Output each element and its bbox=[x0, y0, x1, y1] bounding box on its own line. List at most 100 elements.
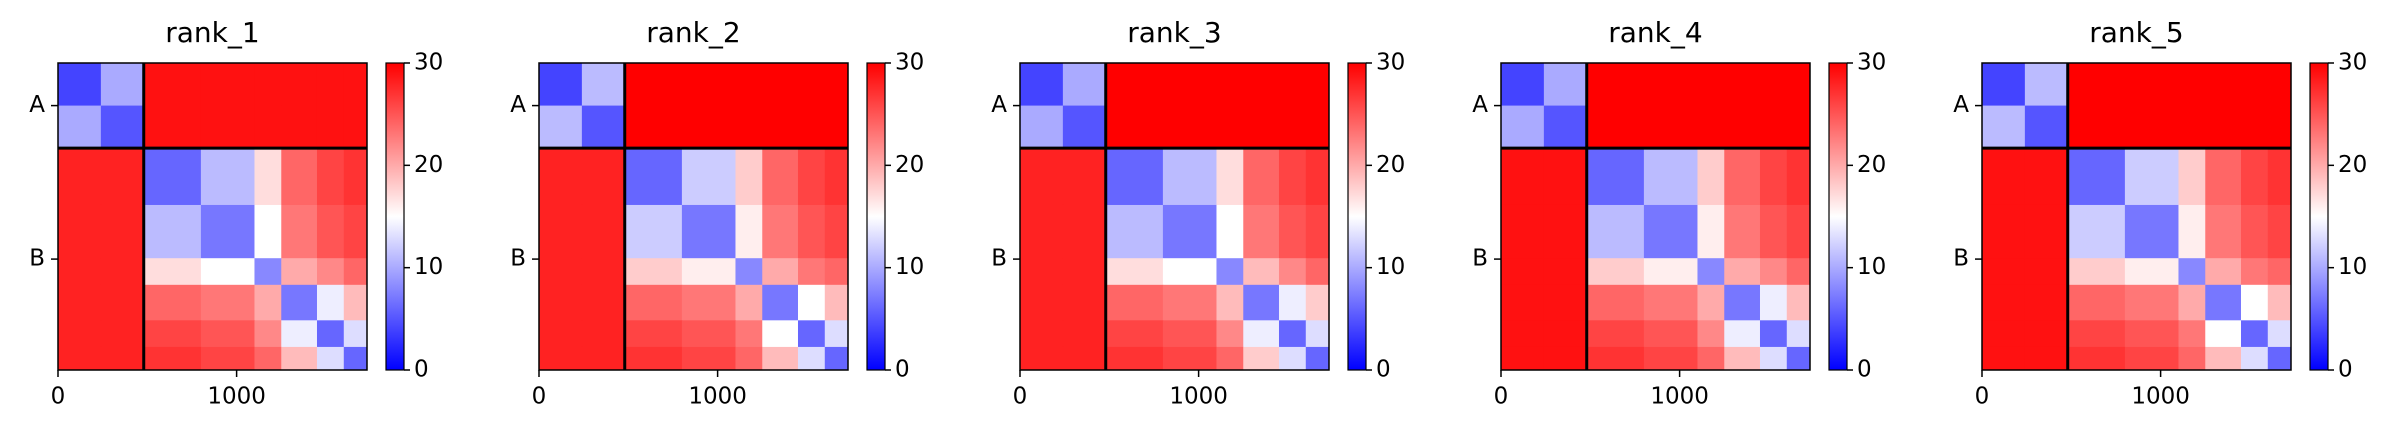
heatmap-cell bbox=[539, 63, 583, 107]
heatmap-cell bbox=[1162, 63, 1217, 107]
heatmap-cell bbox=[1062, 63, 1107, 107]
heatmap-cell bbox=[2178, 148, 2206, 206]
colorbar-tick-label: 20 bbox=[1376, 152, 1405, 178]
heatmap-cell bbox=[1020, 346, 1064, 371]
colorbar-tick-label: 20 bbox=[895, 152, 924, 178]
heatmap-cell bbox=[281, 204, 318, 259]
heatmap-cell bbox=[681, 204, 736, 259]
heatmap-cell bbox=[1105, 346, 1164, 371]
heatmap-cell bbox=[735, 105, 763, 149]
colorbar-tick-label: 0 bbox=[414, 357, 429, 383]
heatmap-cell bbox=[1982, 258, 2026, 286]
y-tick-label: B bbox=[1472, 246, 1488, 272]
heatmap-cell bbox=[2124, 105, 2179, 149]
heatmap-cell bbox=[1982, 346, 2026, 371]
colorbar-tick-label: 30 bbox=[1857, 50, 1886, 76]
heatmap-cell bbox=[1543, 284, 1588, 321]
heatmap-cell bbox=[100, 258, 145, 286]
heatmap-cell bbox=[343, 148, 368, 206]
heatmap-cell bbox=[797, 320, 826, 348]
x-tick-label: 1000 bbox=[688, 384, 747, 410]
colorbar bbox=[385, 62, 405, 371]
heatmap-cell bbox=[2205, 258, 2242, 286]
heatmap-cell bbox=[581, 204, 626, 259]
heatmap-cell bbox=[2178, 63, 2206, 107]
heatmap-cell bbox=[539, 148, 583, 206]
heatmap-cell bbox=[681, 284, 736, 321]
heatmap-cell bbox=[1162, 284, 1217, 321]
heatmap-cell bbox=[1278, 320, 1307, 348]
heatmap-cell bbox=[1759, 258, 1788, 286]
heatmap-cell bbox=[1020, 320, 1064, 348]
heatmap-cell bbox=[316, 320, 345, 348]
heatmap-cell bbox=[1643, 284, 1698, 321]
heatmap-cell bbox=[2267, 204, 2292, 259]
heatmap-cell bbox=[1243, 204, 1280, 259]
colorbar-tick-label: 30 bbox=[414, 50, 443, 76]
heatmap-cell bbox=[797, 346, 826, 371]
heatmap-cell bbox=[200, 320, 255, 348]
heatmap-cell bbox=[1243, 258, 1280, 286]
heatmap-cell bbox=[1501, 284, 1545, 321]
heatmap-cell bbox=[58, 284, 102, 321]
heatmap-cell bbox=[539, 105, 583, 149]
heatmap-cell bbox=[281, 105, 318, 149]
heatmap-cell bbox=[1724, 346, 1761, 371]
x-tick-label: 1000 bbox=[1650, 384, 1709, 410]
heatmap-cell bbox=[2205, 148, 2242, 206]
heatmap-cell bbox=[2024, 105, 2069, 149]
heatmap-cell bbox=[1062, 105, 1107, 149]
heatmap-cell bbox=[1724, 258, 1761, 286]
heatmap-cell bbox=[1305, 258, 1330, 286]
heatmap-cell bbox=[735, 204, 763, 259]
x-tick-label: 0 bbox=[532, 384, 547, 410]
heatmap-cell bbox=[2024, 148, 2069, 206]
heatmap-cell bbox=[1982, 284, 2026, 321]
heatmap-cell bbox=[2178, 204, 2206, 259]
heatmap-cell bbox=[2024, 63, 2069, 107]
heatmap-cell bbox=[2124, 284, 2179, 321]
heatmap-cell bbox=[681, 320, 736, 348]
heatmap-cell bbox=[1697, 105, 1725, 149]
heatmap-cell bbox=[1243, 148, 1280, 206]
heatmap-cell bbox=[2178, 284, 2206, 321]
heatmap-cell bbox=[1162, 320, 1217, 348]
heatmap-cell bbox=[581, 105, 626, 149]
heatmap-cell bbox=[2124, 320, 2179, 348]
heatmap-cell bbox=[254, 258, 282, 286]
heatmap-cell bbox=[1759, 105, 1788, 149]
heatmap-cell bbox=[2205, 204, 2242, 259]
heatmap-cell bbox=[58, 258, 102, 286]
heatmap-cell bbox=[2024, 320, 2069, 348]
heatmap-cell bbox=[1643, 204, 1698, 259]
heatmap-cell bbox=[1697, 63, 1725, 107]
heatmap-cell bbox=[762, 284, 799, 321]
heatmap-cell bbox=[1643, 258, 1698, 286]
panel-title: rank_2 bbox=[646, 16, 740, 49]
heatmap-cell bbox=[1786, 105, 1811, 149]
colorbar-tick-label: 30 bbox=[895, 50, 924, 76]
heatmap-cell bbox=[2067, 346, 2126, 371]
colorbar-tick-label: 20 bbox=[1857, 152, 1886, 178]
heatmap-cell bbox=[100, 63, 145, 107]
heatmap-cell bbox=[824, 204, 849, 259]
heatmap-cell bbox=[2124, 346, 2179, 371]
heatmap-cell bbox=[2240, 284, 2269, 321]
heatmap-cell bbox=[1243, 63, 1280, 107]
heatmap-cell bbox=[2267, 148, 2292, 206]
heatmap-cell bbox=[581, 284, 626, 321]
heatmap-cell bbox=[343, 284, 368, 321]
heatmap-cell bbox=[1305, 284, 1330, 321]
heatmap-cell bbox=[1062, 258, 1107, 286]
heatmap-cell bbox=[1724, 148, 1761, 206]
heatmap-cell bbox=[1759, 346, 1788, 371]
heatmap-cell bbox=[2240, 148, 2269, 206]
heatmap-cell bbox=[58, 204, 102, 259]
heatmap-cell bbox=[624, 346, 683, 371]
heatmap-cell bbox=[735, 63, 763, 107]
heatmap-cell bbox=[1586, 346, 1645, 371]
heatmap-cell bbox=[1501, 204, 1545, 259]
heatmap-cell bbox=[1697, 320, 1725, 348]
heatmap-cell bbox=[1162, 258, 1217, 286]
heatmap-cell bbox=[1786, 63, 1811, 107]
